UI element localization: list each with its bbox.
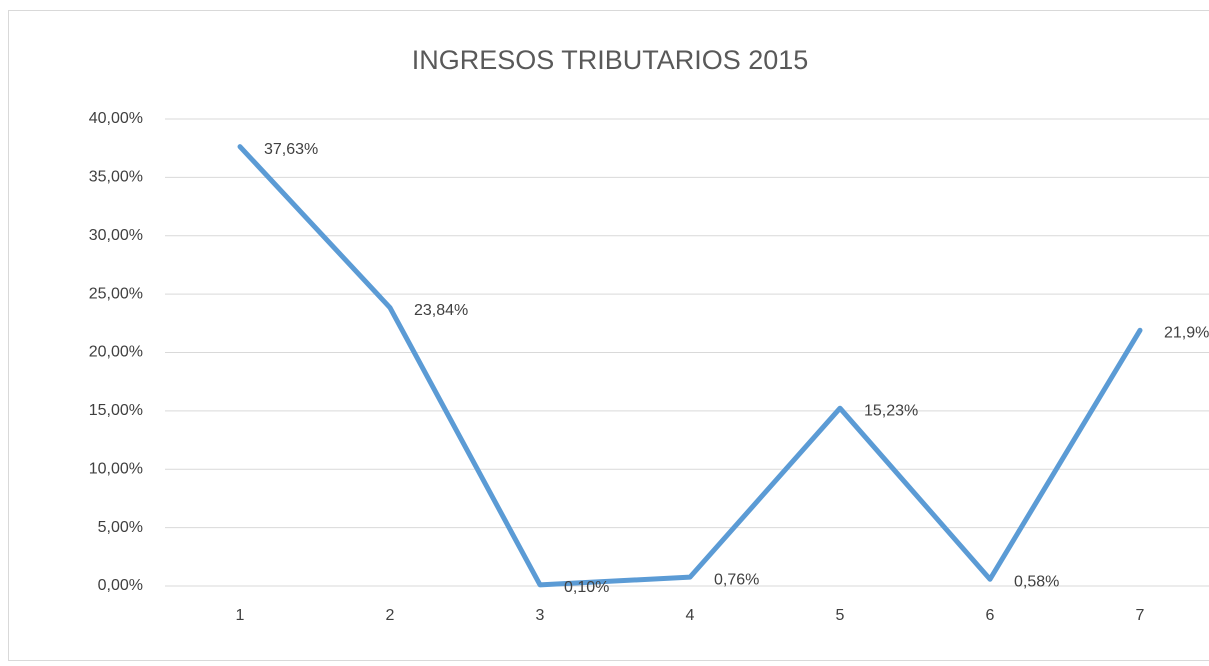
y-tick-label: 0,00% [98,577,143,594]
data-label: 21,9% [1164,325,1209,342]
data-label: 0,10% [564,579,609,596]
x-tick-label: 1 [236,607,245,624]
x-tick-label: 6 [986,607,995,624]
y-tick-label: 10,00% [89,460,143,477]
x-tick-label: 7 [1136,607,1145,624]
data-label: 23,84% [414,302,468,319]
x-tick-label: 3 [536,607,545,624]
data-line [237,144,1143,588]
y-tick-label: 40,00% [89,110,143,127]
x-tick-label: 5 [836,607,845,624]
y-tick-label: 5,00% [98,519,143,536]
x-tick-label: 2 [386,607,395,624]
data-label: 0,58% [1014,573,1059,590]
x-tick-label: 4 [686,607,695,624]
y-tick-label: 35,00% [89,169,143,186]
y-tick-label: 15,00% [89,402,143,419]
chart-title: INGRESOS TRIBUTARIOS 2015 [412,45,809,75]
data-label: 0,76% [714,571,759,588]
data-label: 37,63% [264,141,318,158]
data-label: 15,23% [864,402,918,419]
y-tick-label: 30,00% [89,227,143,244]
chart-border [8,10,1209,661]
y-tick-label: 25,00% [89,285,143,302]
y-tick-label: 20,00% [89,344,143,361]
